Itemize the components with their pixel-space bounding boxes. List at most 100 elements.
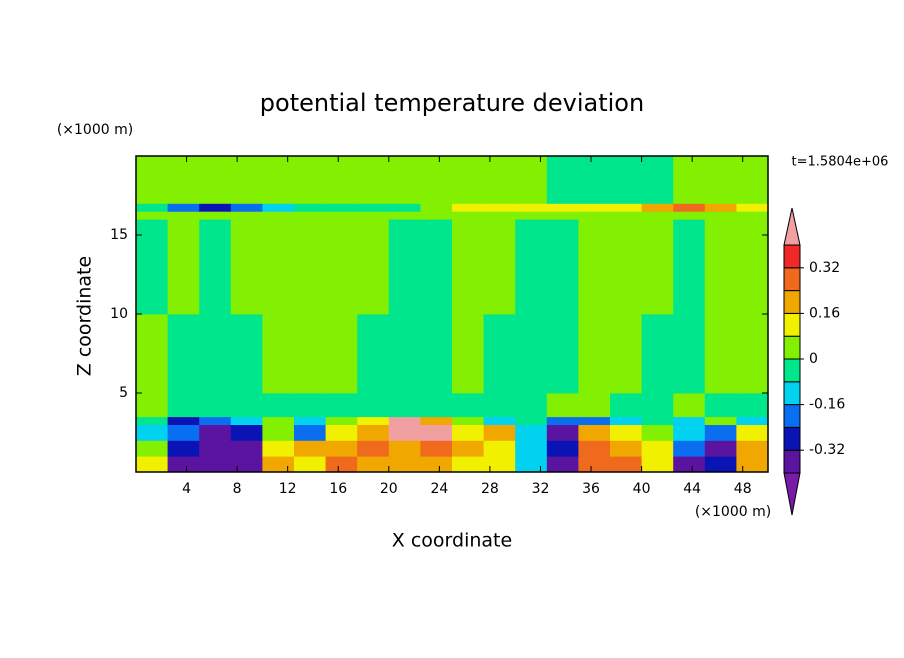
field-cell [294,416,326,425]
field-cell [230,416,263,425]
field-cell [262,416,295,425]
field-cell [515,211,548,220]
field-cell [294,156,326,204]
field-cell [452,219,484,315]
y-tick-label: 15 [110,227,128,243]
field-cell [452,424,484,441]
field-cell [483,456,516,473]
field-cell [546,203,579,212]
field-cell [325,203,358,212]
colorbar-label: -0.16 [809,397,845,413]
field-cell [294,393,326,418]
field-cell [294,424,326,441]
field-cell [294,219,326,315]
field-cell [673,393,706,418]
field-cell [483,424,516,441]
colorbar-box [783,244,801,269]
field-cell [262,211,295,220]
field-cell [357,219,390,315]
field-cell [483,219,516,315]
field-cell [515,456,548,473]
field-cell [736,314,769,394]
x-unit: (×1000 m) [695,504,771,520]
field-cell [641,416,674,425]
field-cell [388,416,421,425]
colorbar-box [783,290,801,314]
y-axis-label: Z coordinate [74,256,96,376]
field-cell [325,156,358,204]
field-cell [388,424,421,441]
field-cell [452,156,484,204]
field-cell [357,456,390,473]
field-cell [736,211,769,220]
field-cell [452,393,484,418]
field-cell [325,440,358,457]
field-cell [610,393,642,418]
field-cell [546,424,579,441]
field-cell [515,424,548,441]
field-cell [578,219,611,315]
field-cell [262,424,295,441]
field-cell [546,156,579,204]
field-cell [388,440,421,457]
field-cell [610,314,642,394]
x-tick-label: 36 [582,481,600,497]
field-cell [515,203,548,212]
colorbar-box [783,381,801,406]
field-cell [420,456,453,473]
field-cell [704,211,737,220]
field-cell [230,456,263,473]
field-cell [199,424,232,441]
field-cell [673,211,706,220]
field-cell [673,424,706,441]
x-tick-label: 24 [430,481,448,497]
field-cell [736,456,769,473]
field-cell [167,211,200,220]
field-cell [420,424,453,441]
field-cell [641,219,674,315]
field-cell [357,314,390,394]
field-cell [704,416,737,425]
field-cell [325,456,358,473]
field-cell [546,219,579,315]
field-cell [230,440,263,457]
field-cell [736,424,769,441]
colorbar-cap [783,207,801,246]
field-cell [704,456,737,473]
field-cell [578,156,611,204]
field-cell [641,393,674,418]
x-tick-label: 12 [279,481,297,497]
field-cell [736,203,769,212]
field-cell [357,393,390,418]
field-cell [610,456,642,473]
field-cell [641,211,674,220]
field-cell [357,424,390,441]
field-cell [230,314,263,394]
field-cell [673,156,706,204]
field-cell [136,156,168,204]
field-cell [230,211,263,220]
field-cell [325,314,358,394]
field-cell [357,416,390,425]
field-cell [420,156,453,204]
field-cell [325,211,358,220]
field-cell [641,424,674,441]
field-cell [294,314,326,394]
field-cell [736,156,769,204]
field-cell [199,456,232,473]
field-cell [388,219,421,315]
colorbar-box [783,335,801,360]
field-cell [388,156,421,204]
x-tick-label: 4 [182,481,191,497]
field-cell [452,314,484,394]
field-cell [167,314,200,394]
colorbar-box [783,267,801,292]
field-cell [199,440,232,457]
field-cell [230,393,263,418]
field-cell [546,440,579,457]
field-cell [136,211,168,220]
field-cell [294,440,326,457]
field-cell [483,211,516,220]
x-tick-label: 44 [683,481,701,497]
field-cell [388,211,421,220]
